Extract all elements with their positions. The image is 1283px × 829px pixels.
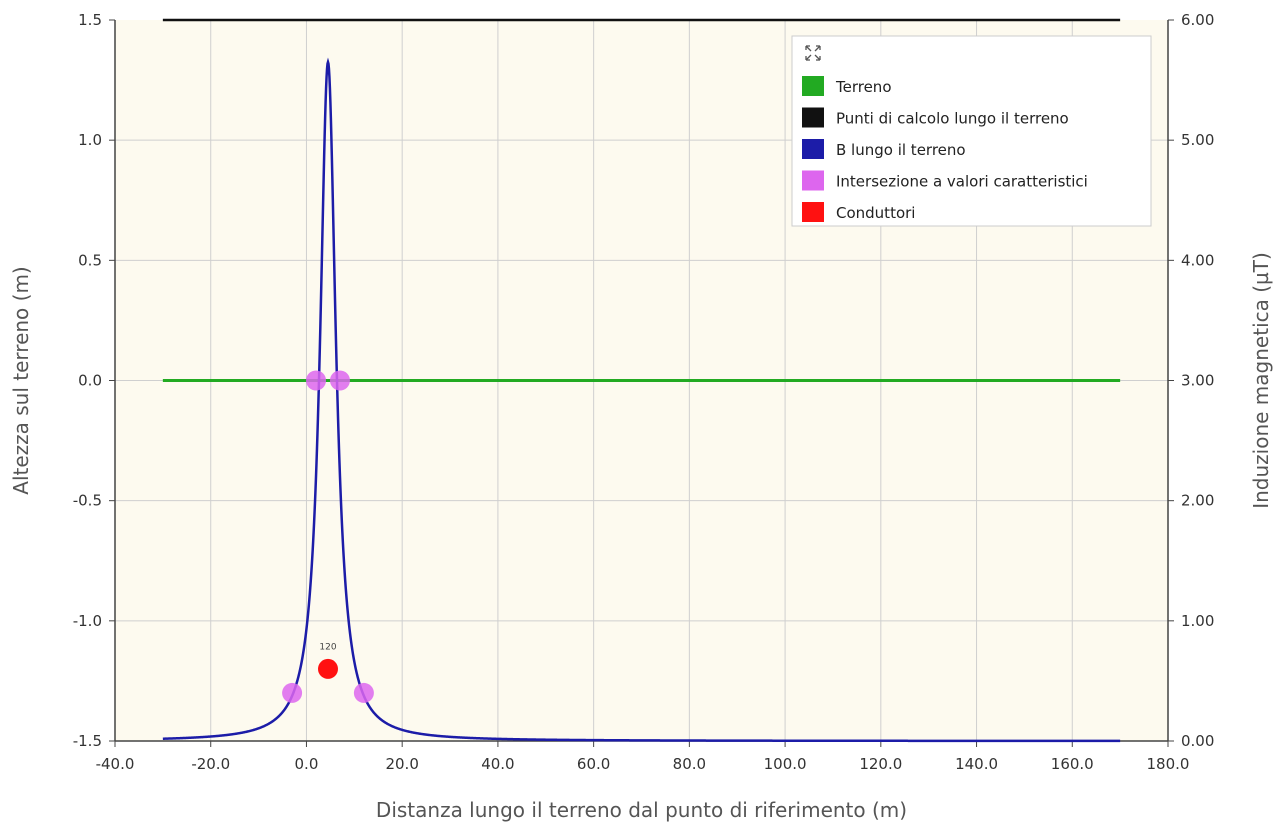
y-right-tick-label: 2.00 [1181, 492, 1214, 510]
legend-swatch [802, 76, 824, 96]
markers: 120 [282, 370, 374, 703]
legend[interactable]: Terreno Punti di calcolo lungo il terreno… [791, 35, 1152, 227]
y-left-tick-label: -1.5 [73, 732, 102, 750]
x-tick-label: 140.0 [955, 755, 998, 773]
expand-icon[interactable] [805, 45, 821, 61]
legend-swatch [802, 170, 824, 191]
y-left-tick-label: -0.5 [73, 492, 102, 510]
x-tick-label: 160.0 [1051, 755, 1094, 773]
legend-swatch [802, 139, 824, 159]
y-right-tick-label: 0.00 [1181, 732, 1214, 750]
legend-swatch [802, 202, 824, 222]
legend-item[interactable]: Intersezione a valori caratteristici [802, 170, 1088, 191]
legend-label: Conduttori [836, 204, 915, 222]
y-left-tick-label: 0.0 [78, 372, 102, 390]
y-left-tick-label: -1.0 [73, 612, 102, 630]
y-left-tick-label: 1.5 [78, 11, 102, 29]
intersection-point [329, 370, 350, 391]
legend-swatch [802, 107, 824, 128]
conductor-point [317, 658, 338, 679]
y-right-tick-label: 5.00 [1181, 131, 1214, 149]
y-left-tick-label: 1.0 [78, 131, 102, 149]
x-tick-label: 180.0 [1147, 755, 1190, 773]
legend-label: Terreno [835, 78, 892, 96]
x-tick-label: 120.0 [859, 755, 902, 773]
legend-item[interactable]: Terreno [802, 76, 892, 96]
intersection-point [306, 370, 327, 391]
x-axis-title: Distanza lungo il terreno dal punto di r… [376, 798, 907, 822]
y-right-tick-label: 1.00 [1181, 612, 1214, 630]
x-tick-label: 20.0 [385, 755, 418, 773]
y-right-axis-title: Induzione magnetica (µT) [1249, 252, 1273, 509]
legend-label: Punti di calcolo lungo il terreno [836, 110, 1069, 128]
x-tick-label: -20.0 [191, 755, 230, 773]
y-right-tick-label: 6.00 [1181, 11, 1214, 29]
x-tick-label: 40.0 [481, 755, 514, 773]
y-right-tick-label: 4.00 [1181, 251, 1214, 269]
y-right-tick-label: 3.00 [1181, 372, 1214, 390]
x-tick-label: 80.0 [673, 755, 706, 773]
x-tick-label: 60.0 [577, 755, 610, 773]
intersection-point [282, 682, 303, 703]
legend-label: B lungo il terreno [836, 141, 966, 159]
b-lungo-il-terreno-line [162, 57, 1121, 743]
y-left-tick-label: 0.5 [78, 251, 102, 269]
x-tick-label: 100.0 [764, 755, 807, 773]
tick-labels: -40.0 -20.0 0.0 20.0 40.0 60.0 80.0 100.0 120.0 1… [73, 11, 1215, 773]
legend-item[interactable]: B lungo il terreno [802, 139, 966, 159]
legend-item[interactable]: Punti di calcolo lungo il terreno [802, 107, 1069, 128]
conductor-label: 120 [319, 643, 336, 653]
legend-label: Intersezione a valori caratteristici [836, 173, 1088, 191]
x-tick-label: -40.0 [96, 755, 135, 773]
x-tick-label: 0.0 [295, 755, 319, 773]
y-left-axis-title: Altezza sul terreno (m) [9, 266, 33, 494]
intersection-point [353, 682, 374, 703]
legend-box [791, 35, 1152, 227]
legend-item[interactable]: Conduttori [802, 202, 915, 222]
